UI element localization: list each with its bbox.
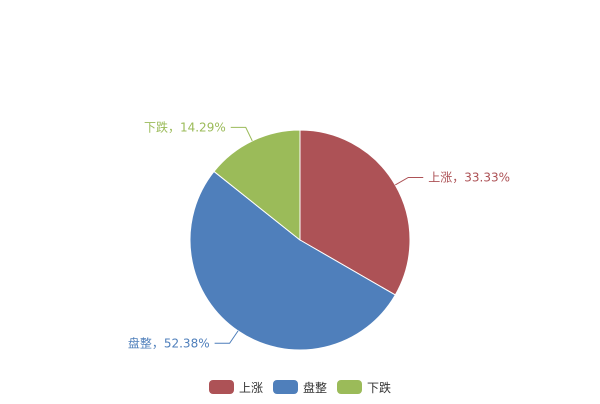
label-line-down	[230, 126, 253, 142]
legend-swatch-flat[interactable]	[273, 380, 298, 394]
data-label-flat: 盘整，52.38%	[128, 335, 210, 350]
legend-label-down[interactable]: 下跌	[367, 380, 391, 395]
label-line-flat	[214, 330, 239, 344]
pie-slice-up[interactable]	[299, 129, 411, 296]
data-label-up: 上涨，33.33%	[428, 169, 510, 184]
legend-swatch-up[interactable]	[209, 380, 234, 394]
data-label-down: 下跌，14.29%	[144, 119, 226, 134]
legend-swatch-down[interactable]	[337, 380, 362, 394]
legend-label-flat[interactable]: 盘整	[303, 380, 327, 395]
legend-label-up[interactable]: 上涨	[239, 380, 263, 395]
label-line-up	[395, 176, 424, 186]
